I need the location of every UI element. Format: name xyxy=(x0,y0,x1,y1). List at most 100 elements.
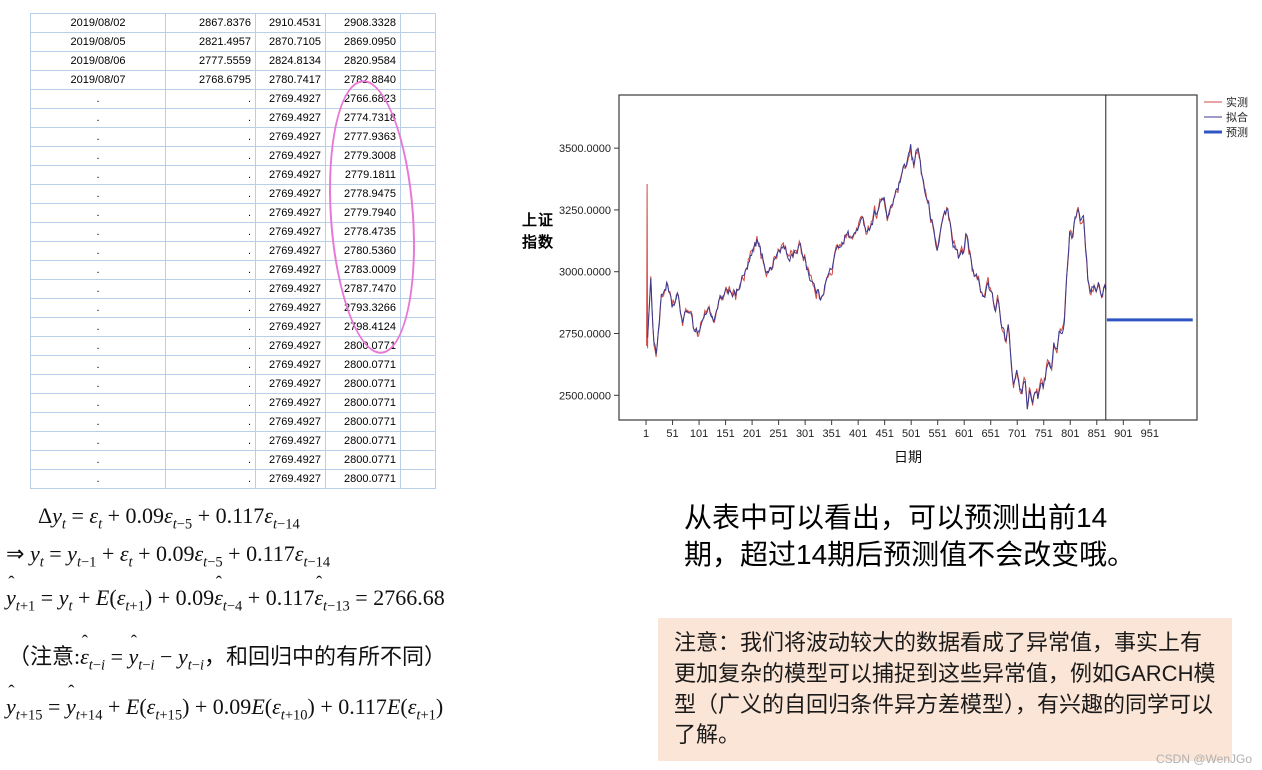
table-cell: 2769.4927 xyxy=(255,241,326,261)
table-cell: 2774.7318 xyxy=(325,108,401,128)
svg-text:751: 751 xyxy=(1035,428,1053,440)
table-row: .. 2769.4927 2778.4735 xyxy=(30,222,436,242)
table-cell: . xyxy=(30,241,166,261)
svg-text:601: 601 xyxy=(955,428,973,440)
table-cell: 2779.1811 xyxy=(325,165,401,185)
svg-text:1: 1 xyxy=(643,428,649,440)
table-cell: 2769.4927 xyxy=(255,469,326,489)
table-cell: 2800.0771 xyxy=(325,393,401,413)
table-cell: 2787.7470 xyxy=(325,279,401,299)
table-row: .. 2769.4927 2779.3008 xyxy=(30,146,436,166)
table-cell: 2769.4927 xyxy=(255,260,326,280)
table-row: .. 2769.4927 2777.9363 xyxy=(30,127,436,147)
table-cell-empty xyxy=(400,108,436,128)
table-cell: 2782.8840 xyxy=(325,70,401,90)
table-row: .. 2769.4927 2778.9475 xyxy=(30,184,436,204)
svg-text:701: 701 xyxy=(1008,428,1026,440)
table-row: .. 2769.4927 2800.0771 xyxy=(30,374,436,394)
svg-text:预测: 预测 xyxy=(1226,126,1248,139)
svg-text:551: 551 xyxy=(929,428,947,440)
line-chart-svg: 3500.0000 3250.0000 3000.0000 2750.0000 2500… xyxy=(559,94,1248,465)
table-cell: . xyxy=(165,393,256,413)
table-cell: . xyxy=(30,393,166,413)
table-cell-empty xyxy=(400,222,436,242)
table-cell-empty xyxy=(400,146,436,166)
svg-text:拟合: 拟合 xyxy=(1226,110,1248,124)
table-cell: . xyxy=(165,184,256,204)
table-cell: 2769.4927 xyxy=(255,393,326,413)
table-cell: . xyxy=(30,260,166,280)
table-cell-empty xyxy=(400,431,436,451)
table-cell: . xyxy=(165,203,256,223)
table-cell-empty xyxy=(400,279,436,299)
table-cell-empty xyxy=(400,241,436,261)
formula-fifteen-step-forecast: yt+15 = yt+14 + E(εt+15) + 0.09E(εt+10) … xyxy=(6,694,443,724)
table-cell: 2019/08/07 xyxy=(30,70,166,90)
table-cell-empty xyxy=(400,412,436,432)
svg-text:801: 801 xyxy=(1061,428,1079,440)
table-cell: . xyxy=(30,203,166,223)
table-row: .. 2769.4927 2780.5360 xyxy=(30,241,436,261)
table-cell: 2769.4927 xyxy=(255,279,326,299)
svg-text:451: 451 xyxy=(875,428,893,440)
table-cell: 2769.4927 xyxy=(255,450,326,470)
table-cell: 2821.4957 xyxy=(165,32,256,52)
table-cell: 2910.4531 xyxy=(255,13,326,33)
table-cell: . xyxy=(30,108,166,128)
table-cell: . xyxy=(30,146,166,166)
table-row: .. 2769.4927 2779.7940 xyxy=(30,203,436,223)
svg-text:3000.0000: 3000.0000 xyxy=(559,267,611,279)
table-cell: 2800.0771 xyxy=(325,450,401,470)
table-cell: . xyxy=(30,317,166,337)
svg-text:501: 501 xyxy=(902,428,920,440)
watermark: CSDN @WenJGo xyxy=(1156,752,1252,766)
table-cell: . xyxy=(30,469,166,489)
table-cell: . xyxy=(165,336,256,356)
svg-text:151: 151 xyxy=(716,428,734,440)
table-cell: 2867.8376 xyxy=(165,13,256,33)
table-cell: 2019/08/02 xyxy=(30,13,166,33)
formula-diff-model: Δyt = εt + 0.09εt−5 + 0.117εt−14 xyxy=(38,503,300,533)
table-cell: . xyxy=(30,222,166,242)
table-cell: . xyxy=(165,469,256,489)
table-cell: . xyxy=(165,108,256,128)
svg-text:3250.0000: 3250.0000 xyxy=(559,205,611,217)
table-row: .. 2769.4927 2800.0771 xyxy=(30,412,436,432)
table-cell: 2778.4735 xyxy=(325,222,401,242)
table-cell: . xyxy=(30,374,166,394)
table-cell: 2769.4927 xyxy=(255,165,326,185)
formula-level-model: ⇒ yt = yt−1 + εt + 0.09εt−5 + 0.117εt−14 xyxy=(6,541,331,571)
table-cell: 2766.6823 xyxy=(325,89,401,109)
table-cell: . xyxy=(30,165,166,185)
formula-one-step-forecast: yt+1 = yt + E(εt+1) + 0.09εt−4 + 0.117εt… xyxy=(6,585,445,615)
svg-text:日期: 日期 xyxy=(894,449,922,465)
table-cell-empty xyxy=(400,51,436,71)
table-row: 2019/08/05 2821.4957 2870.7105 2869.0950 xyxy=(30,32,436,52)
table-cell-empty xyxy=(400,127,436,147)
table-cell: . xyxy=(165,450,256,470)
table-cell-empty xyxy=(400,450,436,470)
note-box: 注意：我们将波动较大的数据看成了异常值，事实上有更加复杂的模型可以捕捉到这些异常… xyxy=(658,618,1232,762)
table-cell-empty xyxy=(400,184,436,204)
svg-text:2500.0000: 2500.0000 xyxy=(559,390,611,402)
table-cell-empty xyxy=(400,374,436,394)
svg-text:351: 351 xyxy=(822,428,840,440)
table-row: .. 2769.4927 2800.0771 xyxy=(30,393,436,413)
table-cell: 2793.3266 xyxy=(325,298,401,318)
table-cell: 2908.3328 xyxy=(325,13,401,33)
table-cell: 2769.4927 xyxy=(255,203,326,223)
table-cell: . xyxy=(30,431,166,451)
table-cell: 2824.8134 xyxy=(255,51,326,71)
table-cell: . xyxy=(165,260,256,280)
table-cell: . xyxy=(165,355,256,375)
table-cell: . xyxy=(30,298,166,318)
table-cell: 2769.4927 xyxy=(255,127,326,147)
table-row: .. 2769.4927 2798.4124 xyxy=(30,317,436,337)
table-cell-empty xyxy=(400,165,436,185)
table-cell: 2769.4927 xyxy=(255,89,326,109)
table-cell-empty xyxy=(400,336,436,356)
table-cell: 2800.0771 xyxy=(325,374,401,394)
table-cell-empty xyxy=(400,13,436,33)
table-row: .. 2769.4927 2800.0771 xyxy=(30,355,436,375)
table-row: .. 2769.4927 2800.0771 xyxy=(30,336,436,356)
